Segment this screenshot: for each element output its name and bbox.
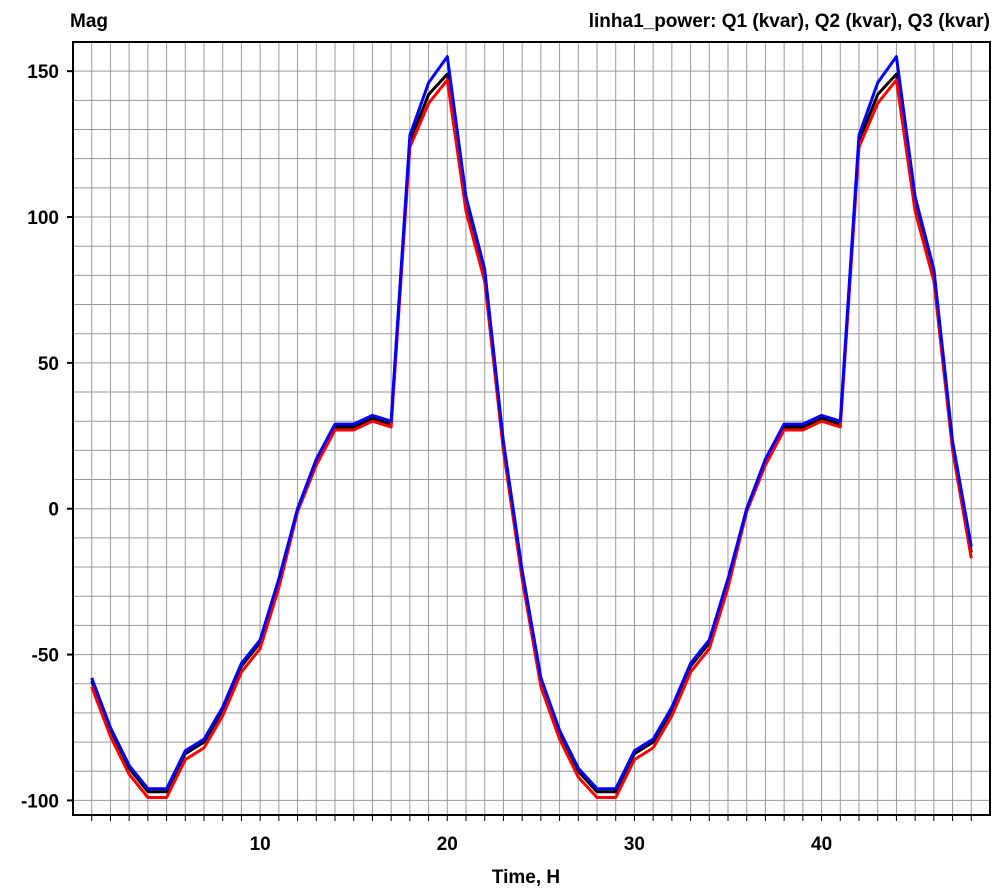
y-axis: -100 -50 0 50 100 150 xyxy=(21,62,73,812)
grid xyxy=(73,42,990,815)
y-tick-label: 100 xyxy=(27,208,59,229)
y-tick-label: 150 xyxy=(27,62,59,83)
series-line-q3 xyxy=(90,55,973,791)
plot-frame xyxy=(72,41,991,816)
y-tick-label: 50 xyxy=(38,354,59,375)
y-axis-label: Mag xyxy=(70,11,108,32)
series-line-q2 xyxy=(90,78,973,799)
x-axis: 10 20 30 40 xyxy=(91,815,972,855)
y-tick-label: -50 xyxy=(32,646,59,667)
x-tick-label: 20 xyxy=(437,834,458,855)
x-tick-label: 30 xyxy=(624,834,645,855)
y-tick-label: 0 xyxy=(48,500,59,521)
x-tick-label: 10 xyxy=(250,834,271,855)
x-axis-label: Time, H xyxy=(492,867,560,888)
chart-title: linha1_power: Q1 (kvar), Q2 (kvar), Q3 (… xyxy=(589,11,990,32)
y-tick-label: -100 xyxy=(21,791,59,812)
series-lines xyxy=(90,55,973,799)
x-tick-label: 40 xyxy=(811,834,832,855)
